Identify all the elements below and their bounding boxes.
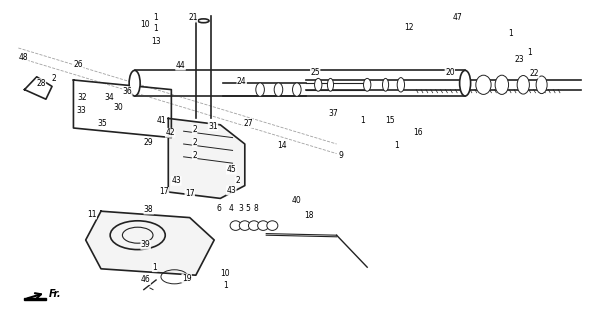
Ellipse shape	[476, 75, 491, 94]
Ellipse shape	[382, 78, 389, 91]
Ellipse shape	[239, 221, 250, 230]
Ellipse shape	[267, 221, 278, 230]
Text: 24: 24	[237, 77, 247, 86]
Text: 43: 43	[226, 186, 236, 195]
Text: 12: 12	[404, 23, 414, 32]
Text: 16: 16	[413, 128, 423, 137]
Text: 29: 29	[144, 138, 154, 147]
Polygon shape	[168, 118, 245, 198]
Text: 23: 23	[514, 55, 524, 64]
Polygon shape	[86, 211, 214, 275]
Text: 46: 46	[141, 276, 151, 284]
Text: 17: 17	[159, 188, 169, 196]
Text: 48: 48	[18, 53, 28, 62]
Text: 27: 27	[243, 119, 253, 128]
Text: 35: 35	[97, 119, 107, 128]
Text: 9: 9	[338, 151, 343, 160]
Text: 5: 5	[245, 204, 250, 212]
Ellipse shape	[495, 75, 509, 94]
Ellipse shape	[536, 76, 547, 94]
Text: 25: 25	[310, 68, 320, 76]
Ellipse shape	[198, 19, 209, 23]
Text: 10: 10	[140, 20, 150, 28]
Text: 1: 1	[154, 24, 159, 33]
Ellipse shape	[230, 221, 241, 230]
Text: 2: 2	[235, 176, 240, 185]
Text: 1: 1	[223, 281, 228, 290]
Text: 20: 20	[445, 68, 455, 76]
Text: 37: 37	[329, 109, 338, 118]
Text: 33: 33	[76, 106, 86, 115]
Text: 10: 10	[220, 269, 230, 278]
Text: 1: 1	[152, 263, 157, 272]
Text: 18: 18	[304, 212, 314, 220]
Text: 26: 26	[73, 60, 83, 68]
Text: 6: 6	[217, 204, 222, 212]
Text: 43: 43	[171, 176, 181, 185]
Text: 4: 4	[229, 204, 234, 212]
Text: 39: 39	[141, 240, 151, 249]
Text: 32: 32	[78, 93, 88, 102]
Text: 38: 38	[144, 205, 154, 214]
Ellipse shape	[315, 78, 322, 91]
Text: 17: 17	[185, 189, 195, 198]
Text: 3: 3	[238, 204, 243, 212]
Text: 11: 11	[87, 210, 97, 219]
Text: 1: 1	[527, 48, 532, 57]
Text: 36: 36	[122, 87, 132, 96]
Text: 14: 14	[277, 141, 286, 150]
Ellipse shape	[293, 83, 301, 96]
Text: 2: 2	[192, 151, 197, 160]
Polygon shape	[24, 298, 46, 300]
Ellipse shape	[248, 221, 259, 230]
Text: 30: 30	[113, 103, 123, 112]
Text: Fr.: Fr.	[49, 289, 62, 299]
Text: 2: 2	[51, 74, 56, 83]
Ellipse shape	[129, 70, 140, 96]
Ellipse shape	[517, 76, 529, 94]
Text: 21: 21	[188, 13, 198, 22]
Ellipse shape	[327, 78, 334, 91]
Ellipse shape	[460, 70, 471, 96]
Text: 2: 2	[192, 138, 197, 147]
Text: 8: 8	[253, 204, 258, 212]
Text: 2: 2	[192, 125, 197, 134]
Text: 34: 34	[104, 93, 114, 102]
Text: 45: 45	[226, 165, 236, 174]
Text: 13: 13	[151, 37, 161, 46]
Text: 40: 40	[292, 196, 302, 204]
Text: 15: 15	[386, 116, 395, 124]
Text: 47: 47	[453, 13, 463, 22]
Ellipse shape	[258, 221, 269, 230]
Text: 1: 1	[154, 13, 159, 22]
Ellipse shape	[364, 78, 371, 91]
Ellipse shape	[397, 78, 405, 92]
Text: 44: 44	[176, 61, 185, 70]
Text: 42: 42	[165, 128, 175, 137]
Text: 31: 31	[208, 122, 218, 131]
Ellipse shape	[274, 83, 283, 96]
Text: 22: 22	[529, 69, 539, 78]
Text: 28: 28	[36, 79, 46, 88]
Text: 1: 1	[360, 116, 365, 124]
Text: 41: 41	[156, 116, 166, 124]
Ellipse shape	[256, 83, 264, 96]
Text: 1: 1	[394, 141, 399, 150]
Text: 1: 1	[509, 29, 513, 38]
Text: 19: 19	[182, 274, 192, 283]
